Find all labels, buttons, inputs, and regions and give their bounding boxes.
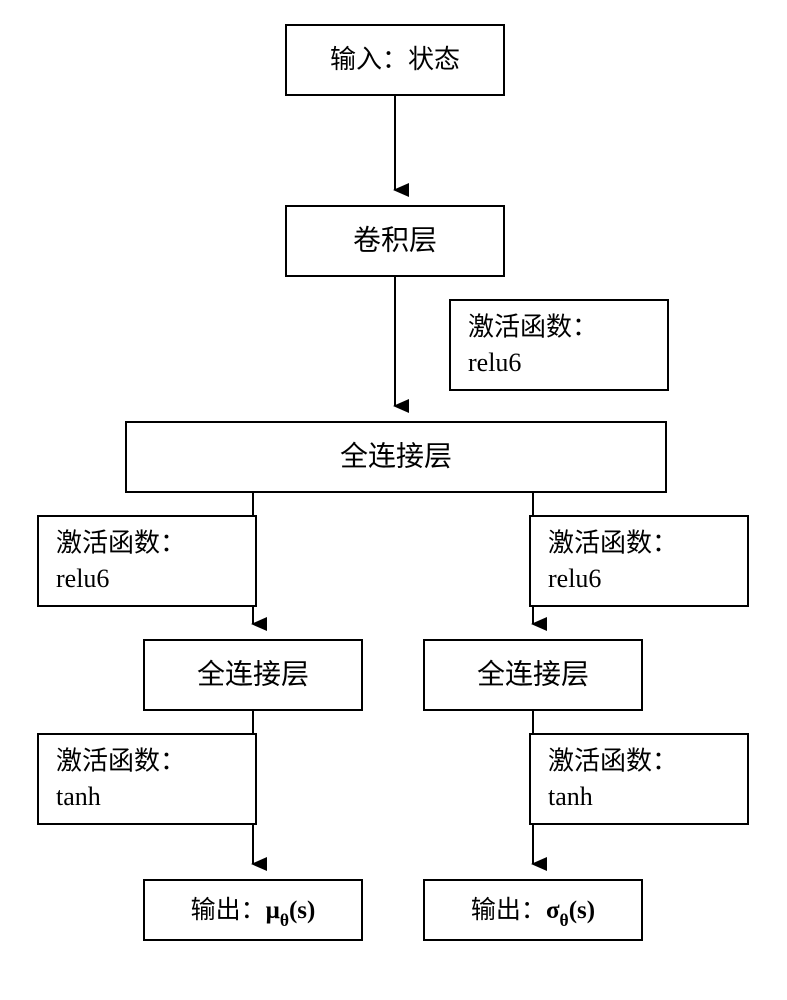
node-fc-wide-label: 全连接层 [340,440,452,472]
node-activation-3l-line2: tanh [56,782,101,811]
node-activation-3-left: 激活函数： tanh [38,734,256,824]
node-activation-2-right: 激活函数： relu6 [530,516,748,606]
node-output-sigma: 输出：σθ(s) [424,880,642,940]
node-activation-2-left: 激活函数： relu6 [38,516,256,606]
node-activation-1: 激活函数： relu6 [450,300,668,390]
node-fc-wide: 全连接层 [126,422,666,492]
node-activation-3l-line1: 激活函数： [56,747,186,776]
node-input-label: 输入：状态 [330,45,460,74]
node-activation-2l-line1: 激活函数： [56,529,186,558]
node-activation-3-right: 激活函数： tanh [530,734,748,824]
node-input: 输入：状态 [286,25,504,95]
node-output-mu: 输出：μθ(s) [144,880,362,940]
node-activation-1-line2: relu6 [468,348,521,377]
node-conv: 卷积层 [286,206,504,276]
node-activation-2r-line1: 激活函数： [548,529,678,558]
node-activation-2r-line2: relu6 [548,564,601,593]
node-fc-left-label: 全连接层 [197,658,309,690]
node-fc-right: 全连接层 [424,640,642,710]
node-activation-3r-line1: 激活函数： [548,747,678,776]
node-fc-right-label: 全连接层 [477,658,589,690]
node-activation-1-line1: 激活函数： [468,313,598,342]
node-activation-2l-line2: relu6 [56,564,109,593]
node-conv-label: 卷积层 [353,224,437,256]
node-fc-left: 全连接层 [144,640,362,710]
node-activation-3r-line2: tanh [548,782,593,811]
